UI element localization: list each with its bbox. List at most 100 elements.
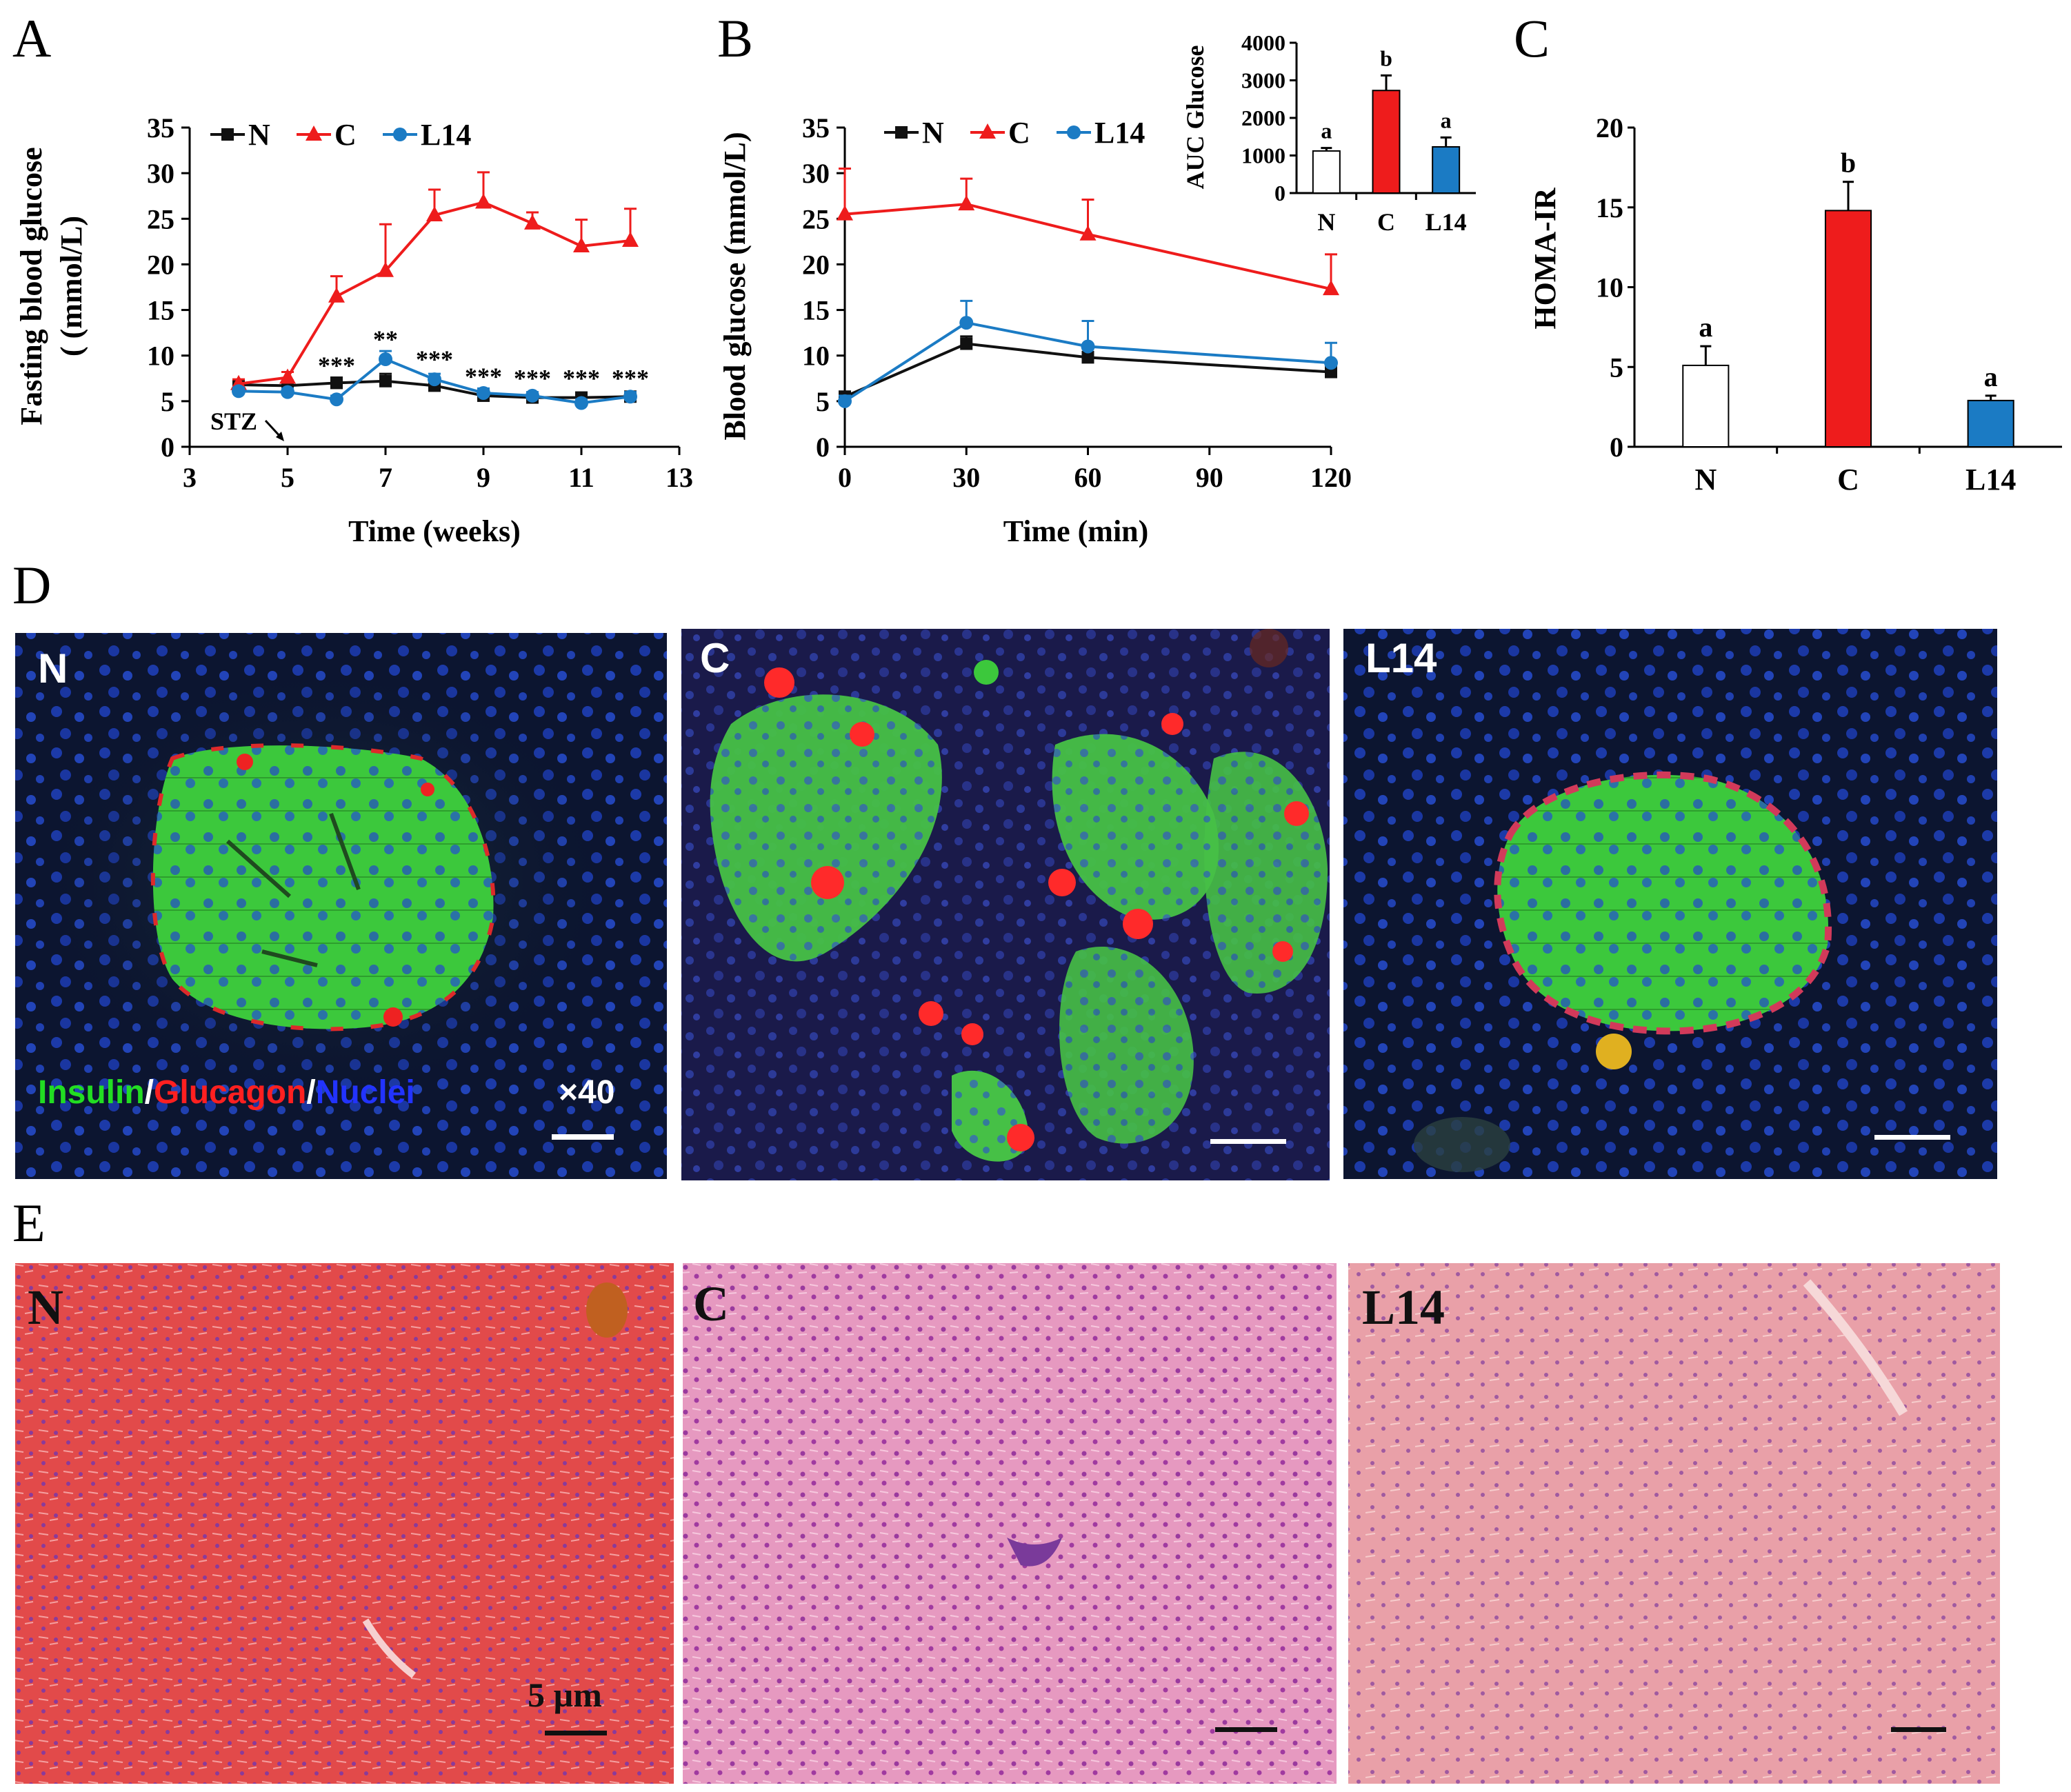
chart-a-point-l14 — [574, 396, 588, 410]
chart-a-y-tick-label: 15 — [147, 295, 174, 326]
panel-e-tag-c: C — [693, 1276, 729, 1331]
chart-a-significance: *** — [465, 363, 502, 390]
inset-ylabel: AUC Glucose — [1181, 45, 1209, 189]
panel-d-tag-c: C — [700, 635, 730, 681]
chart-b-y-tick-label: 25 — [802, 203, 830, 234]
chart-a-ylabel-line1: Fasting blood glucose — [14, 147, 48, 425]
chart-a-x-tick-label: 13 — [666, 462, 693, 493]
chart-b-legend-label: N — [922, 116, 944, 150]
panel-label-d: D — [12, 555, 51, 615]
chart-b-legend-marker — [1067, 125, 1081, 139]
chart-b-xlabel: Time (min) — [1003, 514, 1149, 548]
inset-category-label: L14 — [1425, 208, 1467, 236]
scale-bar-e-c — [1215, 1727, 1277, 1732]
panel-e-tag-n: N — [28, 1280, 63, 1335]
chart-a-y-tick-label: 35 — [147, 112, 174, 143]
chart-b-x-tick-label: 30 — [952, 462, 980, 493]
chart-c-y-tick-label: 0 — [1610, 432, 1623, 463]
panel-e-image-n: N 5 µm — [15, 1263, 674, 1784]
chart-c-letter: b — [1841, 148, 1856, 179]
panel-d-image-n: N Insulin/Glucagon/Nuclei ×40 — [15, 633, 667, 1179]
chart-a-point-c — [524, 214, 541, 230]
inset-bar-n — [1312, 150, 1341, 194]
chart-b-point-c — [1079, 225, 1097, 241]
chart-a-legend-label: C — [334, 118, 357, 152]
chart-b-point-l14 — [1081, 339, 1095, 354]
chart-b-series-line-l14 — [843, 321, 1332, 403]
inset-bar-c — [1372, 90, 1401, 194]
chart-b-x-tick-label: 120 — [1310, 462, 1352, 493]
chart-b-y-tick-label: 10 — [802, 341, 830, 372]
chart-a-point-c — [279, 368, 296, 384]
chart-a: Fasting blood glucose ( (mmol/L) Time (w… — [14, 112, 693, 548]
panel-d-tag-n: N — [38, 645, 68, 692]
chart-b-series-line-c — [844, 203, 1332, 291]
stz-label: STZ — [210, 407, 257, 435]
chart-a-point-c — [622, 232, 639, 248]
scale-bar-e-l14 — [1891, 1727, 1946, 1732]
stain-legend: Insulin/Glucagon/Nuclei — [38, 1074, 415, 1111]
chart-a-legend-marker — [393, 128, 407, 141]
panel-d-image-l14: L14 — [1343, 629, 1997, 1179]
chart-a-legend-label: L14 — [421, 118, 471, 152]
chart-a-point-c — [475, 193, 492, 209]
chart-a-y-tick-label: 20 — [147, 249, 174, 280]
chart-a-point-l14 — [477, 385, 490, 400]
inset-y-tick-label: 3000 — [1241, 68, 1285, 93]
panel-d-image-c: C — [681, 629, 1330, 1180]
chart-c-bar-n — [1682, 364, 1730, 447]
stain-glucagon: Glucagon — [154, 1074, 306, 1111]
chart-a-point-c — [377, 261, 394, 277]
inset-y-tick-label: 2000 — [1241, 105, 1285, 130]
chart-a-x-tick-label: 5 — [281, 462, 294, 493]
chart-b-point-n — [1081, 351, 1094, 364]
chart-a-point-l14 — [281, 385, 294, 399]
chart-a-point-l14 — [526, 388, 539, 403]
stain-slash-1: / — [145, 1074, 154, 1111]
chart-a-x-tick-label: 9 — [477, 462, 490, 493]
chart-a-legend-label: N — [248, 118, 270, 152]
chart-b-y-tick-label: 5 — [816, 386, 830, 417]
inset-letter: a — [1321, 119, 1332, 143]
chart-c-y-tick-label: 15 — [1596, 192, 1623, 223]
stain-slash-2: / — [306, 1074, 315, 1111]
chart-a-significance: ** — [373, 325, 398, 353]
chart-a-y-tick-label: 30 — [147, 158, 174, 189]
chart-a-point-l14 — [330, 392, 343, 407]
chart-a-point-c — [426, 205, 443, 221]
chart-b-y-tick-label: 20 — [802, 249, 830, 280]
panel-e-image-c: C — [683, 1263, 1337, 1784]
chart-b-legend-label: L14 — [1094, 116, 1145, 150]
chart-b-legend-marker — [895, 126, 908, 139]
scale-bar-d-n — [552, 1134, 614, 1140]
scale-bar-d-l14 — [1874, 1135, 1950, 1140]
chart-a-significance: *** — [612, 365, 649, 392]
panel-d-tag-l14: L14 — [1365, 635, 1437, 681]
chart-a-point-l14 — [623, 390, 637, 404]
chart-a-point-l14 — [232, 384, 246, 399]
chart-b-point-l14 — [1324, 356, 1338, 370]
chart-a-xlabel: Time (weeks) — [348, 514, 521, 548]
chart-b-y-tick-label: 35 — [802, 112, 830, 143]
chart-a-y-tick-label: 25 — [147, 203, 174, 234]
chart-a-significance: *** — [514, 365, 551, 392]
chart-c-bar-l14 — [1967, 399, 2014, 447]
chart-a-x-tick-label: 3 — [183, 462, 197, 493]
panel-label-e: E — [12, 1193, 46, 1253]
chart-a-x-tick-label: 7 — [379, 462, 392, 493]
panel-e-tag-l14: L14 — [1362, 1280, 1445, 1335]
chart-a-point-l14 — [379, 352, 392, 367]
scale-bar-e-n — [545, 1731, 607, 1735]
chart-b-point-c — [1323, 280, 1339, 296]
inset-letter: b — [1380, 46, 1392, 70]
chart-a-significance: *** — [563, 365, 600, 392]
chart-b-y-tick-label: 30 — [802, 158, 830, 189]
chart-a-x-tick-label: 11 — [568, 462, 594, 493]
inset-y-tick-label: 1000 — [1241, 143, 1285, 168]
chart-a-point-n — [379, 374, 392, 387]
chart-b-y-tick-label: 0 — [816, 432, 830, 463]
chart-c-bar-c — [1824, 210, 1872, 447]
chart-c-category-label: C — [1837, 463, 1859, 496]
chart-b-x-tick-label: 0 — [838, 462, 852, 493]
